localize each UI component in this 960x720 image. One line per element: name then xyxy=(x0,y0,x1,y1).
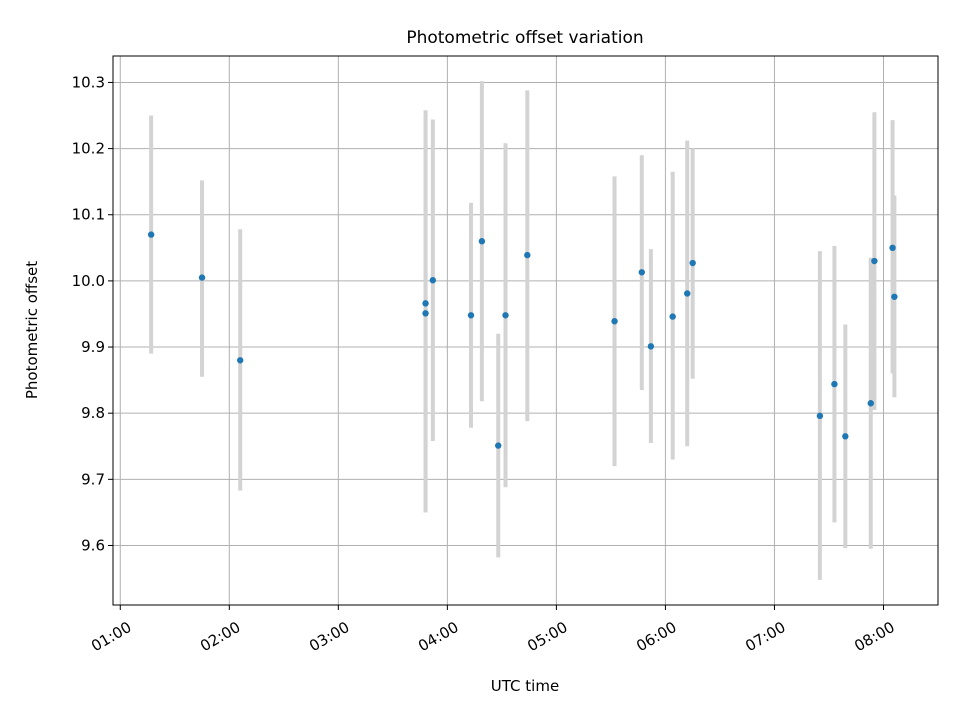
data-point xyxy=(237,357,244,364)
data-point xyxy=(147,231,155,238)
data-point xyxy=(816,412,824,420)
data-point xyxy=(502,312,509,319)
data-point xyxy=(422,310,429,317)
data-point xyxy=(889,244,896,252)
chart-title: Photometric offset variation xyxy=(406,28,643,48)
y-tick-label: 10.2 xyxy=(72,140,105,158)
y-tick-label: 9.8 xyxy=(81,404,105,422)
data-point xyxy=(842,433,849,440)
data-point xyxy=(684,290,691,297)
data-point xyxy=(867,400,874,407)
x-axis-label: UTC time xyxy=(491,677,559,695)
data-point xyxy=(495,442,502,449)
y-tick-label: 10.0 xyxy=(72,272,105,290)
data-point xyxy=(669,313,676,320)
data-point xyxy=(891,293,898,300)
data-point xyxy=(638,269,645,276)
y-tick-label: 10.3 xyxy=(72,73,105,91)
data-point xyxy=(198,274,206,281)
y-tick-label: 9.9 xyxy=(81,338,105,356)
data-point xyxy=(429,277,437,284)
data-point xyxy=(524,251,531,259)
data-point xyxy=(871,257,878,265)
y-axis-label: Photometric offset xyxy=(23,261,41,399)
y-axis: 9.6 9.7 9.8 9.9 10.0 10.1 10.2 10.3 xyxy=(72,73,113,554)
data-point xyxy=(467,312,475,319)
data-point xyxy=(831,380,838,388)
data-point xyxy=(422,300,429,307)
y-tick-label: 10.1 xyxy=(72,206,105,224)
y-tick-label: 9.7 xyxy=(81,470,105,488)
data-point xyxy=(478,238,486,245)
data-point xyxy=(611,318,618,325)
points-layer xyxy=(147,231,898,449)
plot-frame xyxy=(112,55,939,606)
data-point xyxy=(689,259,696,267)
data-point xyxy=(647,343,655,350)
y-tick-label: 9.6 xyxy=(81,536,105,554)
